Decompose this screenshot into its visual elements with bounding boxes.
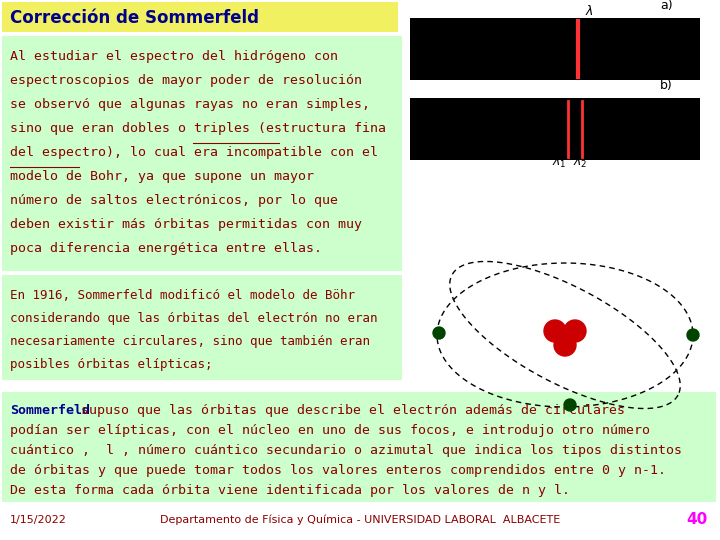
Text: b): b) [660, 79, 672, 92]
Text: del espectro), lo cual era incompatible con el: del espectro), lo cual era incompatible … [10, 146, 378, 159]
FancyBboxPatch shape [410, 98, 700, 160]
FancyBboxPatch shape [410, 18, 700, 80]
Text: Corrección de Sommerfeld: Corrección de Sommerfeld [10, 9, 259, 27]
Text: sino que eran dobles o triples (estructura fina: sino que eran dobles o triples (estructu… [10, 122, 386, 135]
Text: supuso que las órbitas que describe el electrón además de circulares: supuso que las órbitas que describe el e… [73, 404, 625, 417]
FancyBboxPatch shape [2, 275, 402, 380]
Text: espectroscopios de mayor poder de resolución: espectroscopios de mayor poder de resolu… [10, 74, 362, 87]
Text: Al estudiar el espectro del hidrógeno con: Al estudiar el espectro del hidrógeno co… [10, 50, 338, 63]
Text: podían ser elípticas, con el núcleo en uno de sus focos, e introdujo otro número: podían ser elípticas, con el núcleo en u… [10, 424, 650, 437]
Text: posibles órbitas elípticas;: posibles órbitas elípticas; [10, 358, 212, 371]
FancyBboxPatch shape [2, 2, 398, 32]
Text: 1/15/2022: 1/15/2022 [10, 515, 67, 525]
FancyBboxPatch shape [2, 36, 402, 271]
Circle shape [687, 329, 699, 341]
Text: considerando que las órbitas del electrón no eran: considerando que las órbitas del electró… [10, 312, 377, 325]
Text: 40: 40 [687, 512, 708, 528]
Circle shape [554, 334, 576, 356]
Circle shape [433, 327, 445, 339]
Text: En 1916, Sommerfeld modificó el modelo de Böhr: En 1916, Sommerfeld modificó el modelo d… [10, 289, 355, 302]
Text: se observó que algunas rayas no eran simples,: se observó que algunas rayas no eran sim… [10, 98, 370, 111]
Text: deben existir más órbitas permitidas con muy: deben existir más órbitas permitidas con… [10, 218, 362, 231]
Text: Departamento de Física y Química - UNIVERSIDAD LABORAL  ALBACETE: Departamento de Física y Química - UNIVE… [160, 515, 560, 525]
Text: a): a) [660, 0, 672, 12]
Text: necesariamente circulares, sino que también eran: necesariamente circulares, sino que tamb… [10, 335, 370, 348]
Text: modelo de Bohr, ya que supone un mayor: modelo de Bohr, ya que supone un mayor [10, 170, 314, 183]
Text: De esta forma cada órbita viene identificada por los valores de n y l.: De esta forma cada órbita viene identifi… [10, 484, 570, 497]
Circle shape [544, 320, 566, 342]
Text: cuántico ,  l , número cuántico secundario o azimutal que indica los tipos disti: cuántico , l , número cuántico secundari… [10, 444, 682, 457]
Text: de órbitas y que puede tomar todos los valores enteros comprendidos entre 0 y n-: de órbitas y que puede tomar todos los v… [10, 464, 666, 477]
FancyBboxPatch shape [2, 392, 716, 502]
Circle shape [564, 320, 586, 342]
Text: $\lambda$: $\lambda$ [585, 4, 594, 18]
Text: $\lambda_2$: $\lambda_2$ [573, 154, 588, 170]
Text: $\lambda_1$: $\lambda_1$ [552, 154, 567, 170]
Text: número de saltos electrónicos, por lo que: número de saltos electrónicos, por lo qu… [10, 194, 338, 207]
Text: Sommerfeld: Sommerfeld [10, 404, 90, 417]
Text: poca diferencia energética entre ellas.: poca diferencia energética entre ellas. [10, 242, 322, 255]
Circle shape [564, 399, 576, 411]
